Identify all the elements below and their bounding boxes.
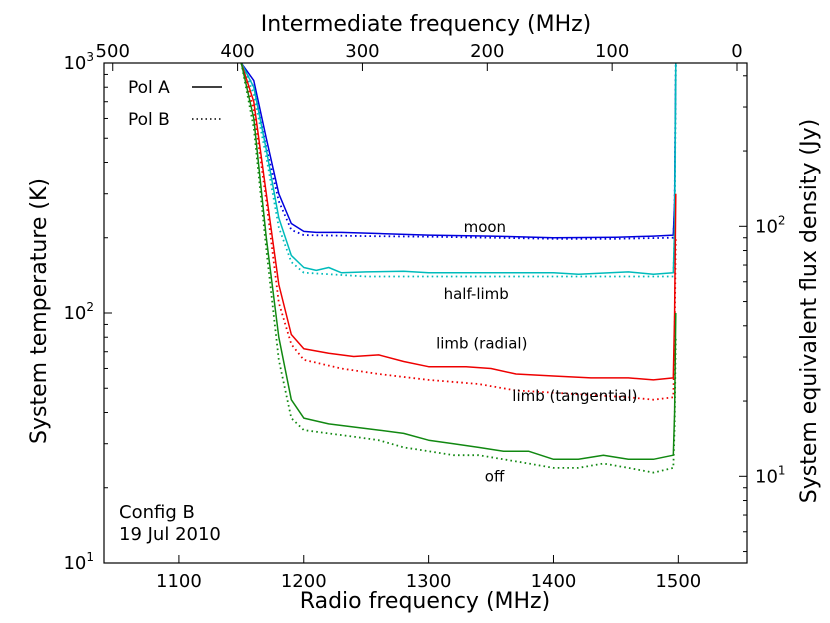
y-tick-label: 103 <box>63 50 94 74</box>
curve-labels: moon half-limb limb (radial) off limb (tange… <box>436 218 637 486</box>
y-tick-label: 102 <box>63 300 94 324</box>
curve-label-moon: moon <box>464 218 506 236</box>
legend: Pol A Pol B <box>128 78 222 130</box>
top-tick-label: 400 <box>220 41 254 62</box>
top-tick-label: 100 <box>595 41 629 62</box>
annotation-config: Config B <box>119 502 195 523</box>
x-tick-label: 1200 <box>281 571 327 592</box>
top-tick-label: 0 <box>731 41 742 62</box>
plot-area <box>104 63 747 563</box>
plot-background <box>104 63 747 563</box>
x-tick-label: 1100 <box>156 571 202 592</box>
top-tick-label: 200 <box>470 41 504 62</box>
legend-label-pol-b: Pol B <box>128 110 170 130</box>
x-tick-label: 1300 <box>406 571 452 592</box>
right-tick-label: 101 <box>755 463 786 487</box>
curve-label-off: off <box>485 467 505 485</box>
top-axis-title: Intermediate frequency (MHz) <box>261 12 592 37</box>
series-moon-pol-b <box>240 62 677 240</box>
right-y-axis-title: System equivalent flux density (Jy) <box>797 119 822 503</box>
curve-label-half-limb: half-limb <box>444 285 509 303</box>
series-off-pol-b <box>240 62 677 474</box>
series-limb-radial-pol-b <box>240 62 677 401</box>
axes-layer: 1100 1200 1300 1400 1500 500 400 300 200 100 0 101 1… <box>63 41 785 592</box>
series-limb-radial-pol-a <box>240 62 677 381</box>
series-half-limb-pol-a <box>240 62 677 275</box>
curve-label-limb-tangential: limb (tangential) <box>512 387 637 405</box>
top-tick-label: 500 <box>96 41 130 62</box>
legend-label-pol-a: Pol A <box>128 78 170 98</box>
y-tick-label: 101 <box>63 550 94 574</box>
y-axis-title: System temperature (K) <box>27 178 52 444</box>
right-tick-label: 102 <box>755 213 786 237</box>
curve-label-limb-radial: limb (radial) <box>436 335 527 353</box>
x-tick-label: 1400 <box>531 571 577 592</box>
series-moon-pol-a <box>240 62 677 239</box>
annotation-date: 19 Jul 2010 <box>119 524 221 545</box>
config-annotation: Config B 19 Jul 2010 <box>119 502 221 545</box>
x-tick-label: 1500 <box>655 571 701 592</box>
x-axis-title: Radio frequency (MHz) <box>300 589 550 614</box>
series-layer <box>240 62 677 474</box>
series-off-pol-a <box>240 62 677 461</box>
top-tick-label: 300 <box>345 41 379 62</box>
